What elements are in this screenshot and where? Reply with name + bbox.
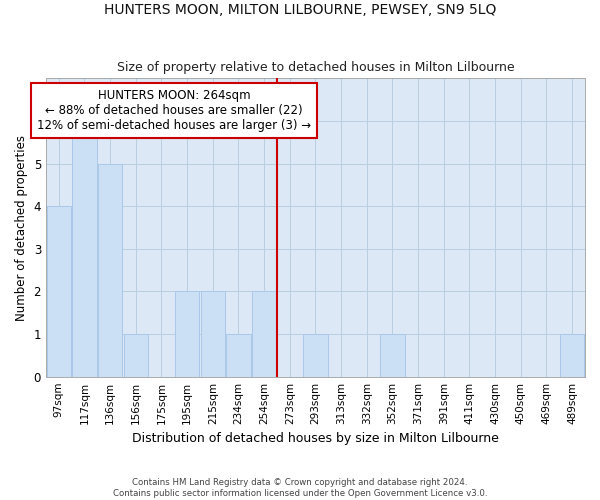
Y-axis label: Number of detached properties: Number of detached properties: [15, 134, 28, 320]
Bar: [200, 292, 225, 376]
Bar: [560, 334, 584, 376]
Bar: [72, 121, 97, 376]
Title: Size of property relative to detached houses in Milton Lilbourne: Size of property relative to detached ho…: [116, 62, 514, 74]
Bar: [175, 292, 199, 376]
Bar: [303, 334, 328, 376]
Text: Contains HM Land Registry data © Crown copyright and database right 2024.
Contai: Contains HM Land Registry data © Crown c…: [113, 478, 487, 498]
Bar: [226, 334, 251, 376]
Bar: [124, 334, 148, 376]
Bar: [98, 164, 122, 376]
Bar: [380, 334, 404, 376]
Bar: [252, 292, 277, 376]
Text: HUNTERS MOON: 264sqm
← 88% of detached houses are smaller (22)
12% of semi-detac: HUNTERS MOON: 264sqm ← 88% of detached h…: [37, 89, 311, 132]
Bar: [47, 206, 71, 376]
X-axis label: Distribution of detached houses by size in Milton Lilbourne: Distribution of detached houses by size …: [132, 432, 499, 445]
Text: HUNTERS MOON, MILTON LILBOURNE, PEWSEY, SN9 5LQ: HUNTERS MOON, MILTON LILBOURNE, PEWSEY, …: [104, 2, 496, 16]
